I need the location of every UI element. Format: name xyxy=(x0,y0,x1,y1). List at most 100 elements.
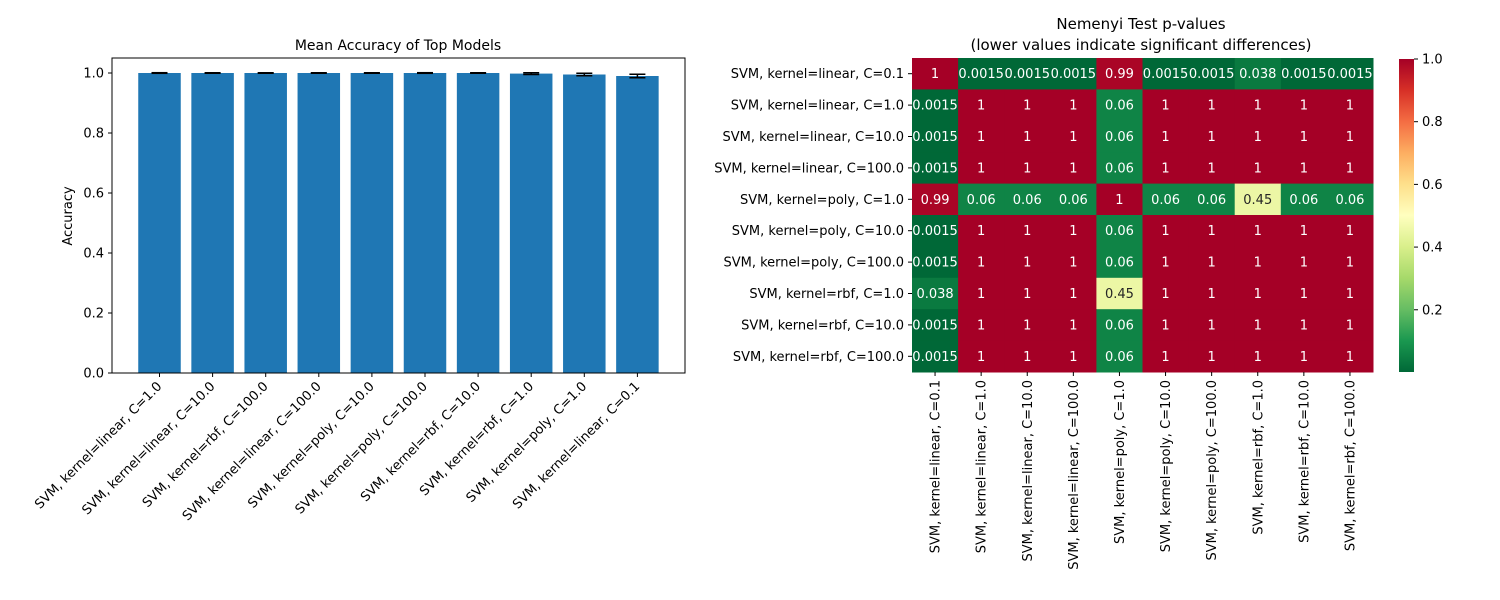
heatmap-cell xyxy=(1280,120,1328,153)
heatmap-cell xyxy=(1142,277,1190,310)
heatmap-cell xyxy=(912,183,959,216)
heatmap-cell xyxy=(1234,120,1282,153)
bar-chart-bars xyxy=(138,73,659,373)
heatmap-cell xyxy=(1188,152,1236,185)
heatmap-cell-label: 1 xyxy=(977,350,985,365)
heatmap-cell-label: 0.06 xyxy=(1105,99,1134,114)
bar-chart-error-bars xyxy=(151,71,646,79)
heatmap-cell xyxy=(1142,246,1190,279)
heatmap-cell-label: 1 xyxy=(1208,99,1216,114)
heatmap-cell xyxy=(1234,89,1282,122)
y-tick-label: 0.0 xyxy=(83,367,104,382)
heatmap-cell xyxy=(958,309,1005,342)
heatmap-cell xyxy=(1326,246,1374,279)
heatmap-cell xyxy=(1326,89,1374,122)
heatmap-cell xyxy=(1096,89,1143,122)
heatmap-cell-label: 0.0015 xyxy=(1005,67,1051,82)
heatmap-column-label: SVM, kernel=linear, C=100.0 xyxy=(1067,380,1082,570)
heatmap-cell xyxy=(958,183,1005,216)
heatmap-chart: Nemenyi Test p-values (lower values indi… xyxy=(714,15,1374,570)
heatmap-cell-label: 1 xyxy=(977,318,985,333)
heatmap-cell xyxy=(1050,340,1097,373)
heatmap-cell-label: 0.0015 xyxy=(1281,67,1327,82)
heatmap-cell-label: 1 xyxy=(1208,130,1216,145)
heatmap-cell-label: 1 xyxy=(1254,99,1262,114)
heatmap-cell-label: 1 xyxy=(1023,256,1031,271)
heatmap-column-label: SVM, kernel=rbf, C=1.0 xyxy=(1251,380,1266,535)
heatmap-cell-label: 1 xyxy=(931,67,939,82)
heatmap-title: Nemenyi Test p-values xyxy=(1056,15,1225,33)
heatmap-cell-label: 0.0015 xyxy=(912,99,958,114)
heatmap-cell-label: 1 xyxy=(1346,99,1354,114)
heatmap-cell-label: 0.0015 xyxy=(912,130,958,145)
heatmap-cell-label: 1 xyxy=(1300,161,1308,176)
heatmap-cell-label: 1 xyxy=(1023,161,1031,176)
heatmap-cell-label: 1 xyxy=(977,99,985,114)
heatmap-cell xyxy=(1096,340,1143,373)
heatmap-cell xyxy=(1234,246,1282,279)
colorbar: 0.2 0.4 0.6 0.8 1.0 xyxy=(1399,53,1443,372)
heatmap-row-label: SVM, kernel=rbf, C=100.0 xyxy=(733,350,904,365)
heatmap-cell xyxy=(958,277,1005,310)
heatmap-cell-label: 0.99 xyxy=(921,193,950,208)
heatmap-cell-label: 0.0015 xyxy=(912,318,958,333)
heatmap-cell xyxy=(912,58,959,90)
heatmap-cell xyxy=(1326,215,1374,247)
heatmap-cell-label: 0.0015 xyxy=(1189,67,1235,82)
heatmap-cell-label: 0.06 xyxy=(1197,193,1226,208)
heatmap-row-label: SVM, kernel=linear, C=10.0 xyxy=(723,130,905,145)
heatmap-cell-label: 1 xyxy=(1161,99,1169,114)
heatmap-cell-label: 1 xyxy=(1300,318,1308,333)
bar xyxy=(563,74,606,373)
y-tick-label: 1.0 xyxy=(83,67,104,82)
heatmap-cell-label: 1 xyxy=(1254,256,1262,271)
heatmap-cell-label: 1 xyxy=(1023,99,1031,114)
colorbar-tick-label: 0.8 xyxy=(1422,115,1443,130)
heatmap-row-label: SVM, kernel=poly, C=10.0 xyxy=(732,224,904,239)
heatmap-cell-label: 0.06 xyxy=(1013,193,1042,208)
heatmap-cell-label: 1 xyxy=(1346,318,1354,333)
heatmap-cell xyxy=(1234,309,1282,342)
heatmap-cell xyxy=(1050,183,1097,216)
heatmap-cell-label: 1 xyxy=(1346,287,1354,302)
heatmap-cell-label: 1 xyxy=(1069,287,1077,302)
heatmap-cell-label: 0.0015 xyxy=(912,224,958,239)
heatmap-cell-label: 1 xyxy=(1254,224,1262,239)
colorbar-tick-label: 1.0 xyxy=(1422,53,1443,68)
heatmap-cell-label: 1 xyxy=(1023,224,1031,239)
heatmap-cell-label: 0.06 xyxy=(1105,130,1134,145)
heatmap-cell-label: 1 xyxy=(1254,161,1262,176)
heatmap-cell xyxy=(1234,183,1282,216)
heatmap-cell xyxy=(1280,246,1328,279)
heatmap-subtitle: (lower values indicate significant diffe… xyxy=(970,36,1311,54)
heatmap-cell-label: 1 xyxy=(1161,161,1169,176)
heatmap-cell-label: 0.45 xyxy=(1243,193,1272,208)
heatmap-column-label: SVM, kernel=rbf, C=10.0 xyxy=(1297,380,1312,543)
y-tick-label: 0.8 xyxy=(83,127,104,142)
heatmap-cell-label: 0.06 xyxy=(1105,350,1134,365)
heatmap-cell xyxy=(1188,309,1236,342)
heatmap-cell xyxy=(958,58,1005,90)
heatmap-cell xyxy=(1096,277,1143,310)
colorbar-tick-label: 0.6 xyxy=(1422,178,1443,193)
heatmap-cell xyxy=(1096,152,1143,185)
heatmap-cell xyxy=(1234,152,1282,185)
heatmap-cell xyxy=(1234,277,1282,310)
bar xyxy=(616,76,659,373)
colorbar-gradient xyxy=(1399,59,1414,372)
heatmap-cell-label: 1 xyxy=(1069,318,1077,333)
heatmap-row-label: SVM, kernel=rbf, C=10.0 xyxy=(741,318,904,333)
heatmap-column-label: SVM, kernel=poly, C=100.0 xyxy=(1205,380,1220,561)
heatmap-cell-label: 1 xyxy=(1069,161,1077,176)
heatmap-cell-label: 0.0015 xyxy=(1051,67,1097,82)
heatmap-cell xyxy=(1188,277,1236,310)
bar-chart-y-axis-label: Accuracy xyxy=(61,186,76,246)
bar xyxy=(244,73,287,373)
heatmap-cell xyxy=(1050,89,1097,122)
heatmap-cell-label: 1 xyxy=(977,130,985,145)
heatmap-cell-label: 1 xyxy=(1161,318,1169,333)
heatmap-cell xyxy=(1188,58,1236,90)
heatmap-cell-label: 1 xyxy=(1300,99,1308,114)
heatmap-cell-label: 1 xyxy=(1161,256,1169,271)
heatmap-cell-label: 0.06 xyxy=(1289,193,1318,208)
